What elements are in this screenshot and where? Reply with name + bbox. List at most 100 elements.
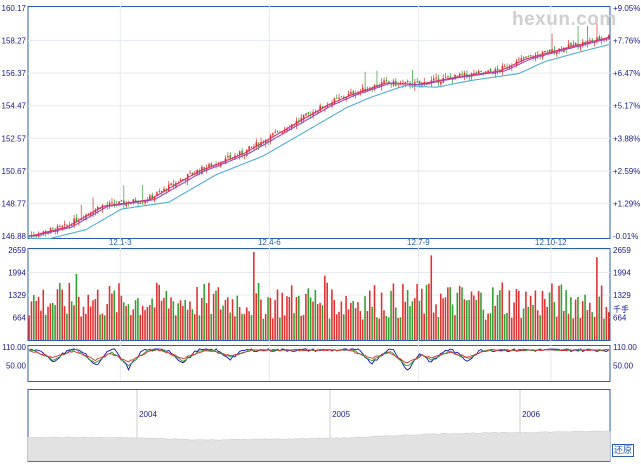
volume-bar: [283, 315, 286, 340]
volume-bar: [406, 290, 409, 340]
candle-body: [302, 114, 305, 119]
candle-body: [106, 204, 109, 206]
candle-body: [288, 128, 291, 130]
volume-bar: [570, 297, 572, 340]
volume-bar: [603, 318, 605, 340]
volume-bar: [250, 315, 253, 340]
volume-bar: [501, 282, 504, 340]
candle-body: [369, 89, 371, 90]
candle-body: [151, 195, 154, 200]
candle-body: [567, 43, 570, 49]
volume-bar: [172, 301, 175, 340]
candle-body: [361, 87, 364, 93]
volume-bar: [458, 285, 461, 340]
indicator-line-2: [29, 348, 610, 364]
candle-body: [463, 72, 466, 77]
candle-body: [596, 37, 598, 40]
volume-bar: [70, 301, 73, 340]
candle-body: [466, 74, 468, 76]
candle-body: [248, 146, 251, 151]
volume-bar: [326, 282, 328, 340]
candle-body: [508, 67, 511, 69]
overview-year-label: 2006: [522, 410, 540, 419]
volume-tick-right: 2659: [613, 246, 631, 255]
candle-body: [418, 80, 421, 84]
candle-body: [527, 56, 530, 57]
volume-bar: [269, 297, 272, 340]
volume-bar: [586, 310, 589, 340]
overview-year-label: 2004: [139, 410, 157, 419]
volume-bar: [508, 290, 511, 340]
volume-bar: [215, 290, 217, 340]
volume-bar: [555, 316, 558, 340]
candle-body: [125, 202, 127, 207]
candle-body: [314, 112, 317, 114]
candle-body: [340, 96, 343, 98]
restore-button[interactable]: 还原: [612, 444, 635, 457]
candle-body: [357, 92, 359, 95]
volume-bar: [253, 251, 255, 340]
volume-bar: [529, 295, 532, 340]
volume-bar: [541, 290, 544, 340]
volume-bar: [153, 307, 156, 340]
volume-bar: [454, 315, 456, 340]
candle-body: [518, 59, 520, 61]
candle-body: [546, 50, 549, 52]
volume-bar: [300, 315, 302, 340]
volume-bar: [151, 298, 153, 340]
candle-body: [139, 203, 142, 204]
volume-bar: [465, 300, 468, 340]
candle-body: [456, 75, 459, 77]
volume-bar: [354, 308, 357, 340]
volume-bar: [463, 299, 466, 340]
volume-bar: [551, 283, 553, 340]
volume-bar: [387, 317, 390, 340]
candle-body: [298, 120, 300, 122]
candle-body: [551, 49, 553, 54]
volume-bar: [484, 319, 487, 340]
candle-body: [28, 235, 30, 237]
volume-bar: [473, 295, 475, 340]
volume-bar: [518, 290, 520, 340]
volume-bar: [532, 304, 534, 340]
candle-body: [477, 71, 480, 75]
volume-bar: [593, 316, 596, 340]
candle-body: [82, 218, 85, 220]
candle-body: [189, 172, 191, 174]
volume-bar: [257, 282, 260, 340]
price-tick-left: 148.77: [2, 199, 27, 208]
volume-bar: [37, 296, 40, 340]
volume-bar: [340, 301, 343, 340]
candle-body: [333, 98, 336, 104]
volume-bar: [307, 288, 310, 340]
candle-body: [525, 56, 527, 58]
volume-bar: [366, 311, 369, 340]
candle-body: [548, 49, 551, 53]
volume-bar: [499, 290, 501, 340]
volume-bar: [309, 297, 312, 340]
candle-body: [191, 172, 194, 175]
indicator-tick-left: 110.00: [2, 343, 26, 352]
overview-area: [27, 430, 611, 462]
volume-bar: [49, 303, 52, 340]
volume-bar: [399, 317, 402, 340]
indicator-panel-frame: [27, 345, 611, 382]
volume-bar: [515, 289, 518, 340]
volume-tick-right: 1994: [613, 269, 631, 278]
candle-body: [276, 130, 279, 132]
volume-bar: [380, 292, 383, 340]
candle-body: [118, 201, 120, 205]
price-tick-left: 160.17: [2, 4, 27, 13]
volume-bar: [560, 284, 563, 340]
candle-body: [146, 200, 149, 202]
candle-body: [574, 43, 577, 46]
volume-bar: [295, 297, 298, 340]
candle-body: [300, 117, 303, 122]
overview-panel-frame[interactable]: [27, 389, 611, 462]
candle-body: [66, 225, 68, 227]
candle-body: [461, 74, 463, 76]
price-tick-right: +5.17%: [613, 102, 640, 111]
candle-body: [272, 133, 274, 136]
price-tick-right: -0.01%: [613, 232, 638, 241]
